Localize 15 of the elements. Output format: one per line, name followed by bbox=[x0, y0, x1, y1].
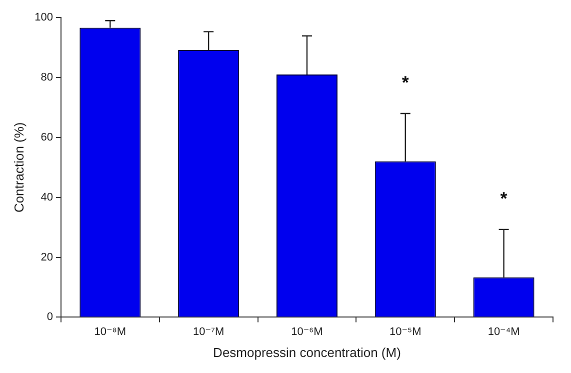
annotation: * bbox=[402, 72, 409, 92]
x-tick-label: 10⁻⁷M bbox=[192, 326, 224, 338]
x-tick-label: 10⁻⁴M bbox=[488, 326, 520, 338]
x-axis-title: Desmopressin concentration (M) bbox=[213, 344, 401, 360]
x-tick-label: 10⁻⁶M bbox=[291, 326, 323, 338]
y-tick-label: 20 bbox=[40, 251, 53, 264]
y-tick-label: 100 bbox=[34, 12, 53, 24]
annotation: * bbox=[500, 188, 508, 208]
y-tick-label: 80 bbox=[40, 72, 53, 84]
x-tick-label: 10⁻⁸M bbox=[94, 326, 126, 338]
y-tick-label: 60 bbox=[40, 131, 53, 144]
y-tick-label: 40 bbox=[40, 191, 53, 204]
x-tick-label: 10⁻⁵M bbox=[390, 326, 422, 338]
y-axis-title: Contraction (%) bbox=[11, 122, 26, 213]
y-tick-label: 0 bbox=[46, 311, 53, 324]
